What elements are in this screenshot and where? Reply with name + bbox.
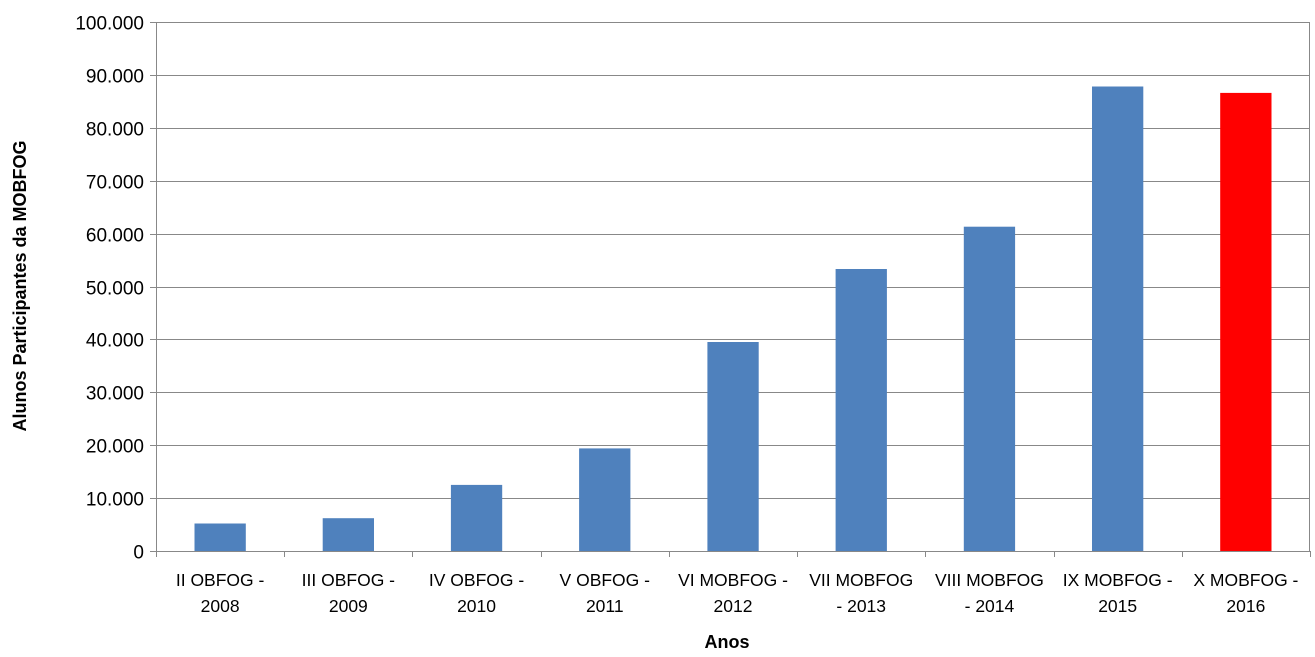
bar (835, 269, 887, 551)
y-axis-title: Alunos Participantes da MOBFOG (10, 140, 30, 431)
bar (450, 484, 503, 551)
axes (150, 22, 1311, 557)
bar (322, 518, 374, 551)
x-tick-label: V OBFOG -2011 (560, 570, 651, 616)
x-tick-label: III OBFOG -2009 (302, 570, 396, 616)
y-tick-label: 80.000 (86, 120, 144, 141)
bar (579, 448, 631, 551)
bar (1092, 86, 1144, 551)
gridlines (156, 22, 1310, 499)
y-tick-label: 0 (133, 543, 144, 564)
bar (963, 226, 1016, 551)
y-tick-label: 90.000 (86, 67, 144, 88)
y-tick-label: 20.000 (86, 437, 144, 458)
x-tick-label: IX MOBFOG -2015 (1063, 570, 1173, 616)
bars (194, 86, 1272, 552)
y-tick-labels: 0 10.000 20.000 30.000 40.000 50.000 60.000 70.… (75, 14, 144, 564)
y-tick-label: 30.000 (86, 384, 144, 405)
y-tick-label: 40.000 (86, 331, 144, 352)
y-tick-label: 70.000 (86, 173, 144, 194)
x-tick-label: VI MOBFOG -2012 (678, 570, 788, 616)
bar (1220, 92, 1272, 552)
y-tick-label: 50.000 (86, 279, 144, 300)
y-tick-label: 100.000 (75, 14, 144, 35)
y-tick-label: 60.000 (86, 226, 144, 247)
x-axis-title: Anos (705, 632, 750, 652)
x-tick-labels: II OBFOG -2008 III OBFOG -2009 IV OBFOG -2… (176, 570, 1299, 616)
x-tick-label: VII MOBFOG - 2013 (809, 570, 913, 616)
x-tick-label: IV OBFOG -2010 (429, 570, 524, 616)
bar (707, 342, 759, 551)
x-tick-label: II OBFOG -2008 (176, 570, 265, 616)
y-tick-label: 10.000 (86, 490, 144, 511)
x-tick-label: VIII MOBFOG - 2014 (935, 570, 1044, 616)
x-tick-label: X MOBFOG -2016 (1193, 570, 1298, 616)
bar (194, 523, 246, 551)
